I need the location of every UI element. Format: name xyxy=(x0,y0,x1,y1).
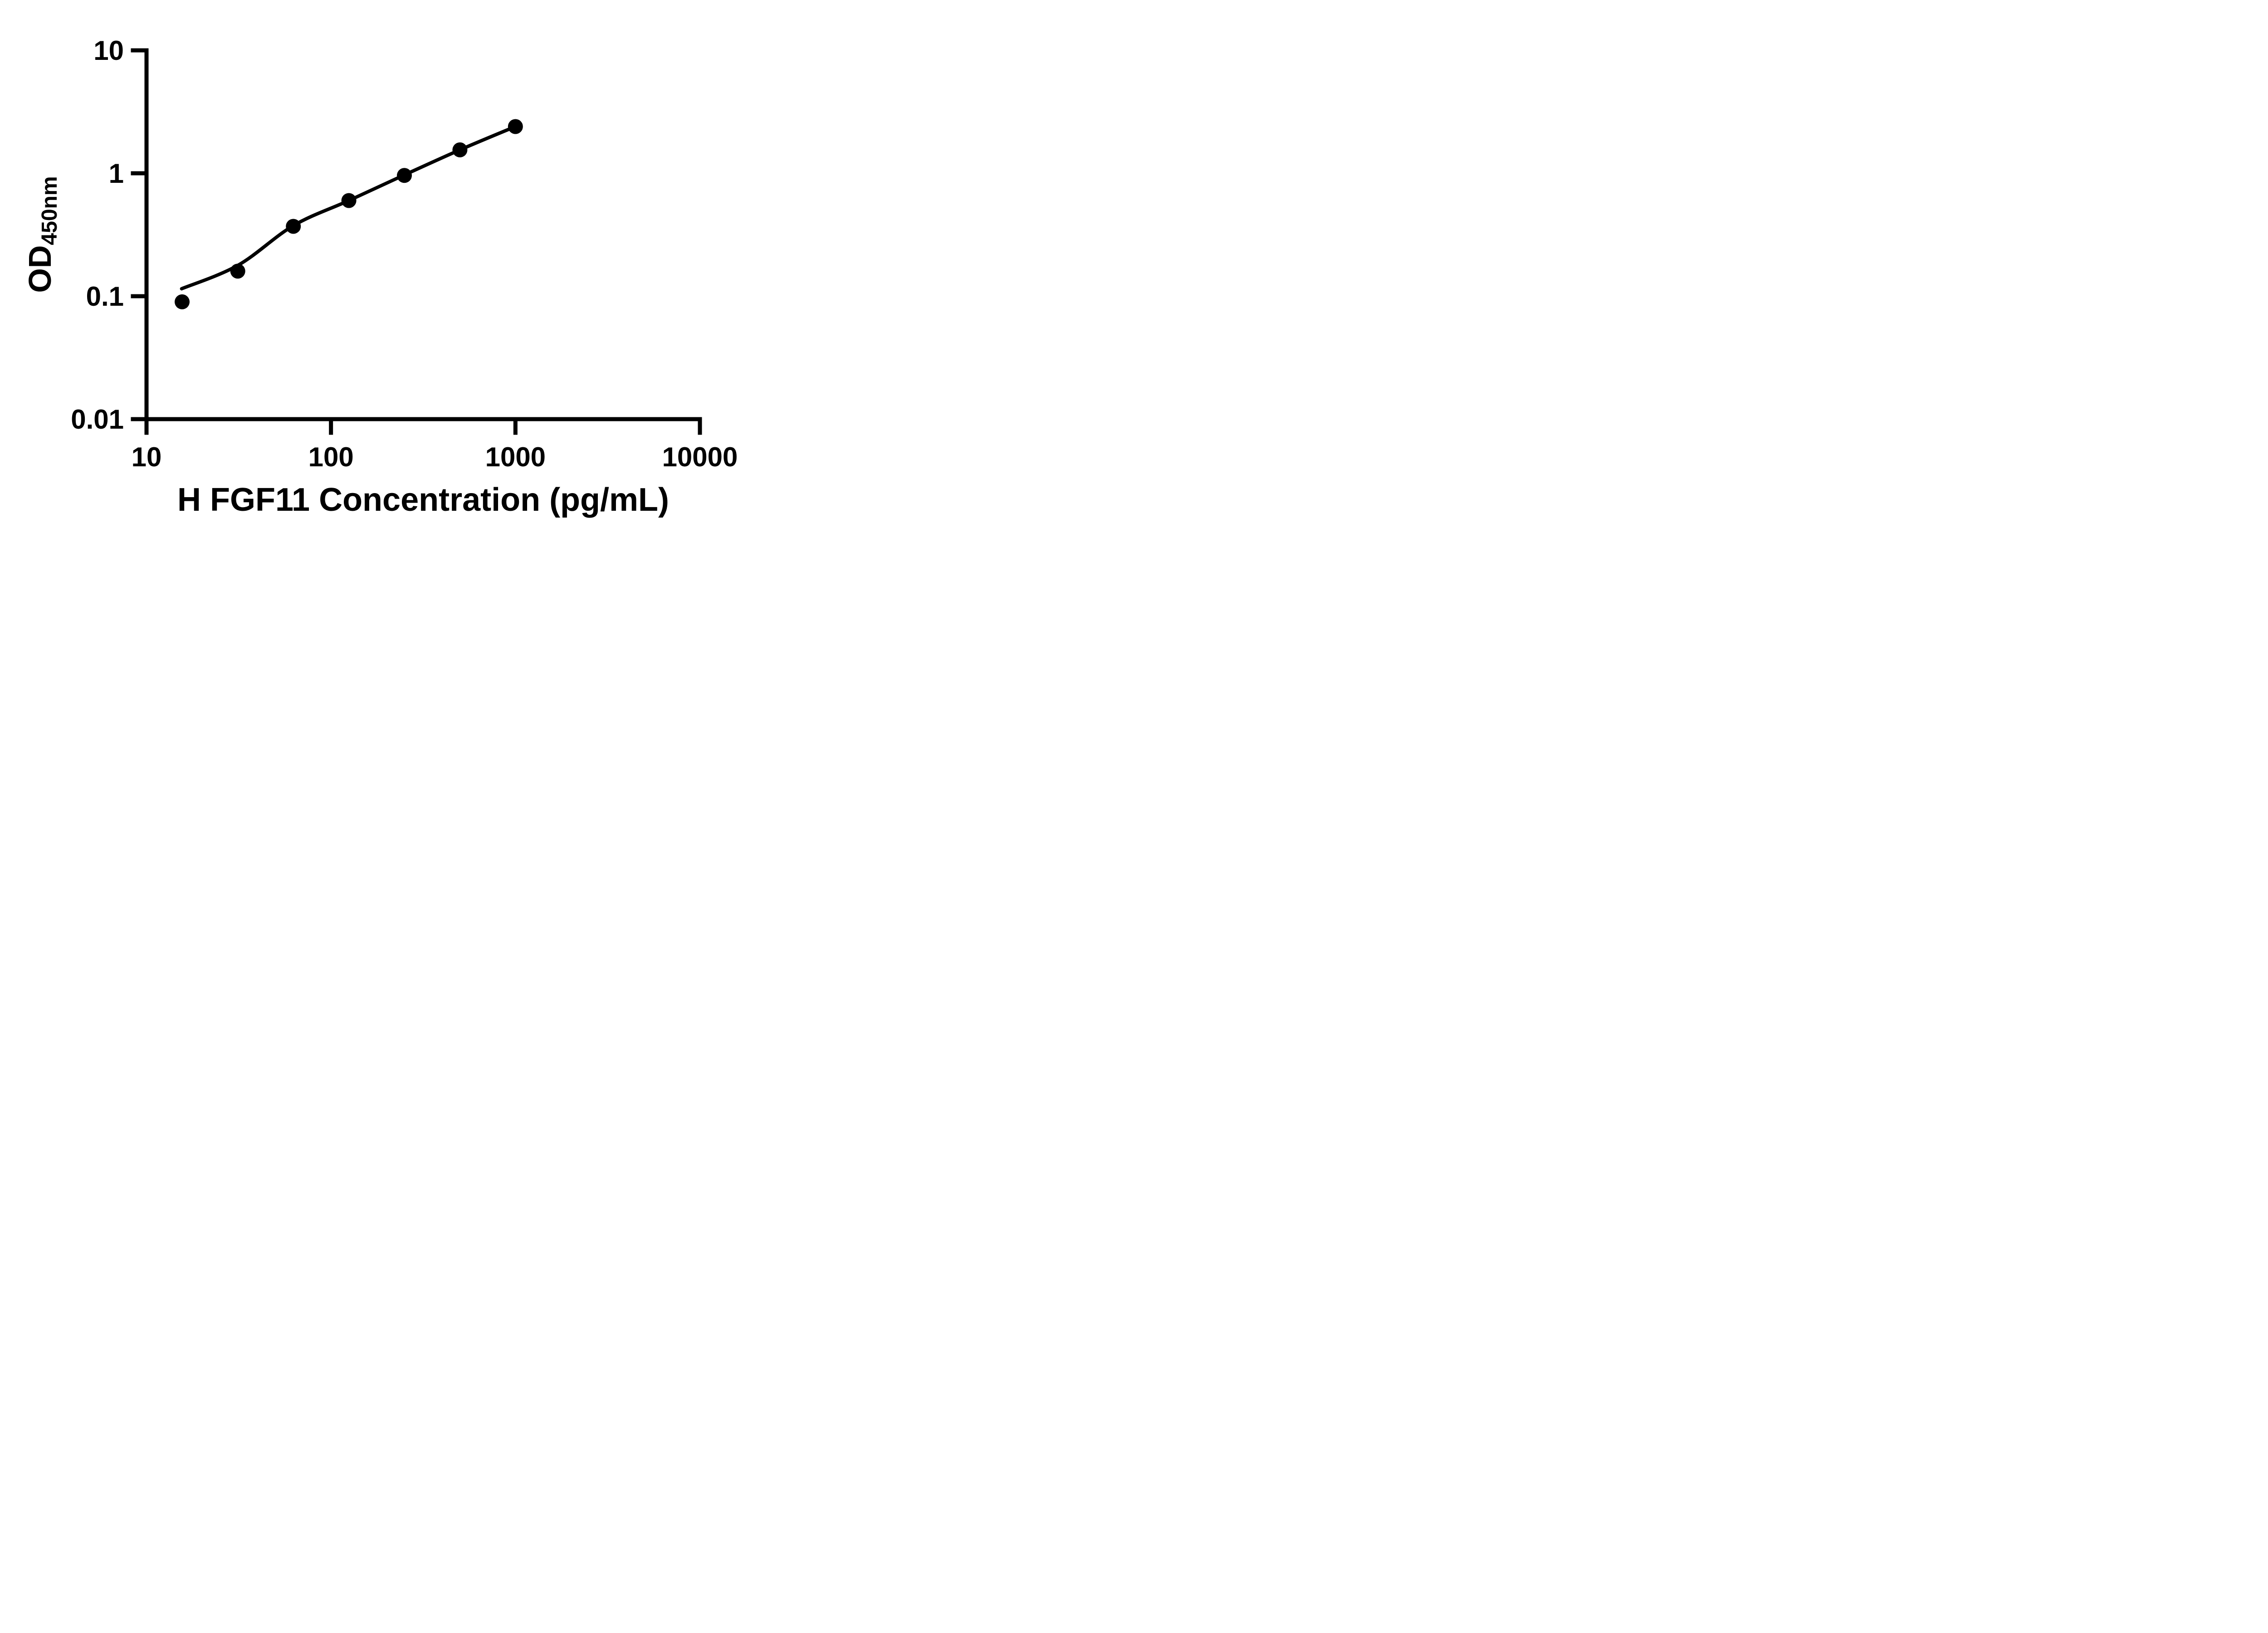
y-tick-label: 1 xyxy=(109,158,124,189)
axes-layer: 10 1 0.1 0.01 10 100 1000 10000 xyxy=(71,35,738,472)
y-tick-label: 0.1 xyxy=(86,281,124,312)
data-point xyxy=(230,264,245,279)
x-axis-title: H FGF11 Concentration (pg/mL) xyxy=(177,482,669,518)
y-axis-title-subscript: 450nm xyxy=(38,176,62,245)
y-axis-title-main: OD xyxy=(22,245,58,293)
plot-layer xyxy=(175,119,523,309)
label-layer: H FGF11 Concentration (pg/mL) OD450nm xyxy=(22,176,669,518)
data-point xyxy=(397,168,412,183)
data-point xyxy=(341,193,357,208)
data-point xyxy=(452,142,468,157)
y-tick-label: 0.01 xyxy=(71,404,124,435)
x-tick-label: 100 xyxy=(308,442,354,472)
data-point xyxy=(286,219,301,234)
x-tick-label: 10000 xyxy=(662,442,738,472)
elisa-standard-curve-figure: 10 1 0.1 0.01 10 100 1000 10000 H FGF11 Concent… xyxy=(0,0,776,544)
x-tick-label: 1000 xyxy=(485,442,546,472)
data-point xyxy=(508,119,523,134)
data-point xyxy=(175,294,190,309)
y-axis-title: OD450nm xyxy=(22,176,62,293)
x-tick-label: 10 xyxy=(132,442,162,472)
standard-curve-chart: 10 1 0.1 0.01 10 100 1000 10000 H FGF11 Concent… xyxy=(22,35,738,518)
y-tick-label: 10 xyxy=(93,35,124,66)
